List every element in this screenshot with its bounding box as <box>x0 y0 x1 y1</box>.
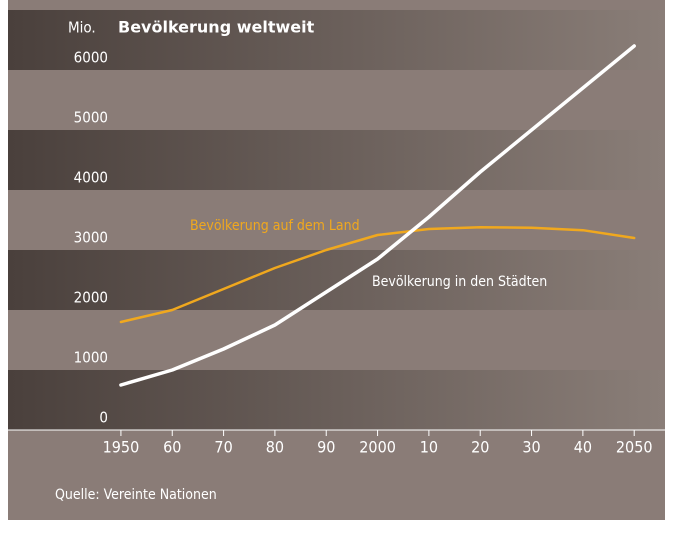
grid-band <box>8 10 665 70</box>
chart-title: Bevölkerung weltweit <box>118 18 315 37</box>
grid-band <box>8 250 665 310</box>
x-tick-label: 20 <box>471 438 489 457</box>
y-tick-label: 1000 <box>74 349 108 367</box>
y-tick-label: 3000 <box>74 229 108 247</box>
series-label: Bevölkerung in den Städten <box>372 274 547 290</box>
x-tick-label: 80 <box>266 438 284 457</box>
y-tick-label: 5000 <box>74 109 108 127</box>
x-tick-label: 1950 <box>103 438 140 457</box>
x-tick-label: 60 <box>163 438 181 457</box>
source: Quelle: Vereinte Nationen <box>55 487 217 503</box>
series-label: Bevölkerung auf dem Land <box>190 218 360 234</box>
series-line <box>119 225 636 324</box>
x-tick-label: 10 <box>420 438 438 457</box>
grid-band <box>8 130 665 190</box>
x-tick-label: 30 <box>522 438 540 457</box>
x-tick-label: 2050 <box>616 438 653 457</box>
grid-band <box>8 370 665 430</box>
grid-band <box>8 70 665 130</box>
y-tick-label: 0 <box>99 409 108 427</box>
y-axis-label: Mio. <box>68 19 96 37</box>
grid-band <box>8 190 665 250</box>
series-line <box>119 44 636 387</box>
y-tick-label: 6000 <box>74 49 108 67</box>
y-tick-label: 4000 <box>74 169 108 187</box>
x-tick-label: 70 <box>214 438 232 457</box>
x-tick-label: 40 <box>574 438 592 457</box>
y-tick-label: 2000 <box>74 289 108 307</box>
grid-band <box>8 310 665 370</box>
x-tick-label: 90 <box>317 438 335 457</box>
x-tick-label: 2000 <box>359 438 396 457</box>
